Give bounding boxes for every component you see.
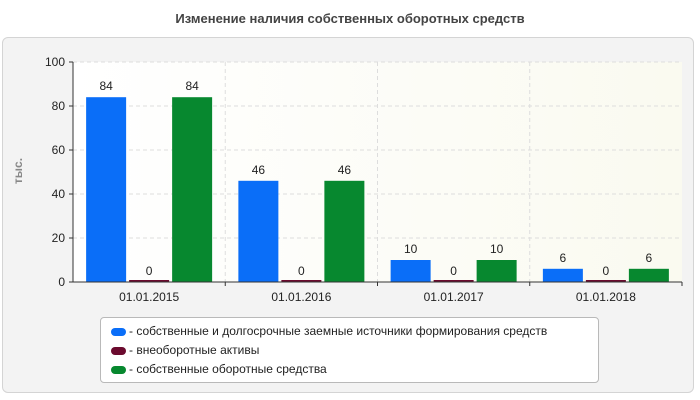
legend: - собственные и долгосрочные заемные ист… <box>100 317 599 383</box>
x-tick-label: 01.01.2017 <box>424 290 484 304</box>
legend-swatch-series-2 <box>111 346 126 355</box>
bar-s3-4 <box>628 268 669 282</box>
bar-s2-2 <box>281 280 322 282</box>
bar-s2-3 <box>433 280 474 282</box>
data-label: 0 <box>146 264 153 278</box>
legend-item-series-2[interactable]: - внеоборотные активы <box>111 341 598 360</box>
data-label: 84 <box>185 79 199 93</box>
x-tick-label: 01.01.2018 <box>576 290 636 304</box>
bar-s1-2 <box>238 180 279 282</box>
y-tick-label: 80 <box>52 99 66 113</box>
legend-label-series-2: - внеоборотные активы <box>129 343 260 357</box>
legend-swatch-series-3 <box>111 365 126 374</box>
y-axis-label: тыс. <box>11 157 25 185</box>
data-label: 0 <box>298 264 305 278</box>
data-label: 6 <box>560 251 567 265</box>
plot-background <box>73 62 682 282</box>
bar-s3-1 <box>172 97 213 282</box>
y-tick-label: 0 <box>58 275 65 289</box>
data-label: 46 <box>338 163 352 177</box>
data-label: 10 <box>404 242 418 256</box>
legend-label-series-3: - собственные оборотные средства <box>129 362 327 376</box>
bar-s1-1 <box>86 97 127 282</box>
x-tick-label: 01.01.2016 <box>271 290 331 304</box>
x-tick-label: 01.01.2015 <box>119 290 179 304</box>
data-labels: 84 0 84 46 0 46 10 0 10 6 0 6 <box>99 79 652 278</box>
data-label: 0 <box>450 264 457 278</box>
bar-s3-3 <box>476 260 517 282</box>
data-label: 84 <box>99 79 113 93</box>
y-tick-label: 40 <box>52 187 66 201</box>
data-label: 46 <box>252 163 266 177</box>
y-tick-label: 20 <box>52 231 66 245</box>
chart-title: Изменение наличия собственных оборотных … <box>175 11 525 26</box>
axes <box>69 61 683 286</box>
legend-item-series-3[interactable]: - собственные оборотные средства <box>111 360 598 379</box>
data-label: 10 <box>490 242 504 256</box>
legend-swatch-series-1 <box>111 327 126 336</box>
bar-s2-1 <box>129 280 170 282</box>
bar-s1-4 <box>542 268 583 282</box>
bar-s3-2 <box>324 180 365 282</box>
legend-item-series-1[interactable]: - собственные и долгосрочные заемные ист… <box>111 322 598 341</box>
plot-area <box>73 62 682 282</box>
bars <box>86 97 669 282</box>
y-tick-label: 60 <box>52 143 66 157</box>
data-label: 0 <box>603 264 610 278</box>
bar-s1-3 <box>390 260 431 282</box>
y-tick-label: 100 <box>45 55 65 69</box>
data-label: 6 <box>646 251 653 265</box>
bar-s2-4 <box>585 280 626 282</box>
legend-label-series-1: - собственные и долгосрочные заемные ист… <box>129 324 548 338</box>
